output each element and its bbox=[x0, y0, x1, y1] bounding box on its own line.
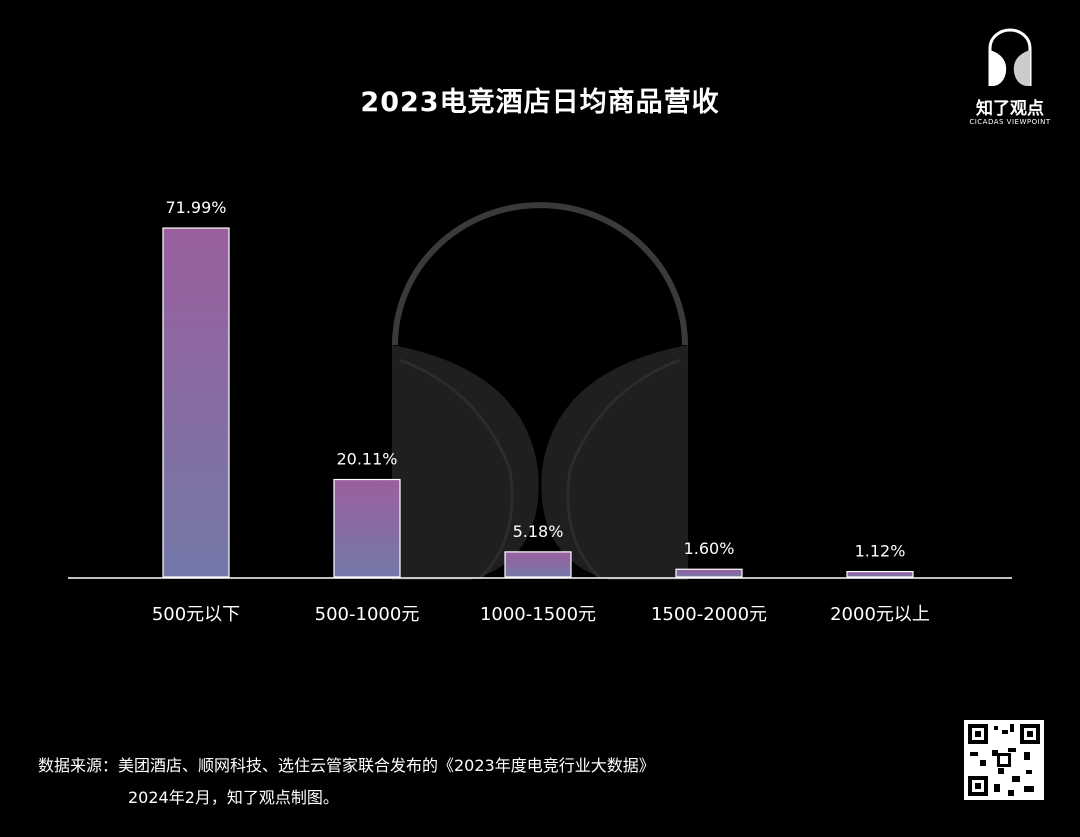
value-label-2: 20.11% bbox=[336, 450, 397, 469]
category-label-2: 500-1000元 bbox=[315, 604, 420, 625]
bar-4 bbox=[675, 568, 743, 578]
bar-3 bbox=[504, 551, 572, 578]
logo-name: 知了观点 bbox=[976, 99, 1044, 119]
value-label-4: 1.60% bbox=[684, 539, 735, 558]
category-label-5: 2000元以上 bbox=[830, 604, 930, 625]
qr-code bbox=[964, 720, 1044, 800]
source-line-2: 2024年2月，知了观点制图。 bbox=[128, 788, 339, 807]
category-label-4: 1500-2000元 bbox=[651, 604, 767, 625]
brand-logo: 知了观点 CICADAS VIEWPOINT bbox=[960, 26, 1060, 136]
bar-5 bbox=[846, 570, 914, 578]
chart-title: 2023电竞酒店日均商品营收 bbox=[360, 87, 720, 118]
bar-1 bbox=[162, 227, 230, 578]
value-label-1: 71.99% bbox=[165, 198, 226, 217]
value-label-3: 5.18% bbox=[513, 522, 564, 541]
value-label-5: 1.12% bbox=[855, 542, 906, 561]
bar-2 bbox=[333, 478, 401, 578]
category-label-3: 1000-1500元 bbox=[480, 604, 596, 625]
cicadas-logo-icon bbox=[988, 28, 1032, 86]
source-line-1: 数据来源：美团酒店、顺网科技、选住云管家联合发布的《2023年度电竞行业大数据》 bbox=[38, 756, 655, 775]
qr-code-icon bbox=[968, 724, 1040, 796]
category-label-1: 500元以下 bbox=[152, 604, 240, 625]
logo-subtitle: CICADAS VIEWPOINT bbox=[969, 118, 1051, 126]
